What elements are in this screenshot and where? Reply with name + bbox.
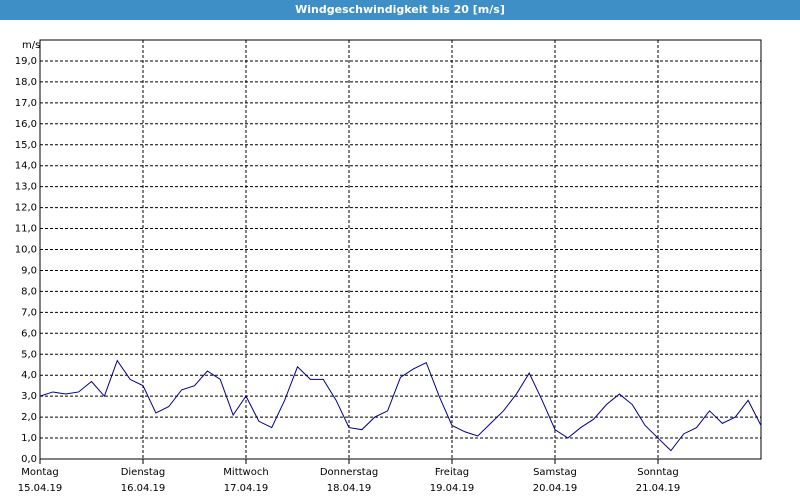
y-tick-label: 2,0 — [21, 412, 37, 423]
x-tick-date: 18.04.19 — [327, 483, 372, 494]
y-tick-label: 16,0 — [15, 119, 37, 130]
data-line — [39, 359, 762, 452]
y-tick-label: 13,0 — [15, 182, 37, 193]
y-tick-label: 0,0 — [21, 454, 37, 465]
y-tick-label: 11,0 — [15, 224, 37, 235]
y-axis-label: m/s — [22, 40, 40, 51]
y-tick-label: 17,0 — [15, 98, 37, 109]
x-tick-label: Sonntag — [637, 467, 679, 478]
y-tick-label: 8,0 — [21, 286, 37, 297]
y-tick-label: 3,0 — [21, 391, 37, 402]
y-tick-label: 7,0 — [21, 307, 37, 318]
y-tick-label: 9,0 — [21, 265, 37, 276]
y-tick-label: 10,0 — [15, 245, 37, 256]
y-tick-label: 1,0 — [21, 433, 37, 444]
x-tick-date: 21.04.19 — [636, 483, 681, 494]
y-tick-label: 5,0 — [21, 349, 37, 360]
y-tick-label: 14,0 — [15, 161, 37, 172]
y-tick-label: 4,0 — [21, 370, 37, 381]
x-tick-date: 17.04.19 — [224, 483, 269, 494]
y-tick-label: 12,0 — [15, 203, 37, 214]
title-bar: Windgeschwindigkeit bis 20 [m/s] — [0, 0, 800, 20]
x-tick-date: 15.04.19 — [18, 483, 63, 494]
y-tick-label: 18,0 — [15, 77, 37, 88]
y-tick-label: 6,0 — [21, 328, 37, 339]
x-tick-date: 16.04.19 — [121, 483, 166, 494]
x-tick-label: Freitag — [435, 467, 469, 478]
x-tick-date: 19.04.19 — [430, 483, 475, 494]
x-tick-label: Dienstag — [121, 467, 166, 478]
x-tick-date: 20.04.19 — [533, 483, 578, 494]
chart: m/s 0,0 1,0 2,0 3,0 4,0 5,0 6,0 7,0 8,0 9,0 10,0 11… — [15, 39, 762, 494]
x-tick-label: Donnerstag — [320, 467, 378, 478]
x-tick-label: Samstag — [533, 467, 577, 478]
y-tick-label: 19,0 — [15, 56, 37, 67]
x-tick-label: Montag — [21, 467, 58, 478]
y-tick-label: 15,0 — [15, 140, 37, 151]
x-tick-label: Mittwoch — [223, 467, 268, 478]
